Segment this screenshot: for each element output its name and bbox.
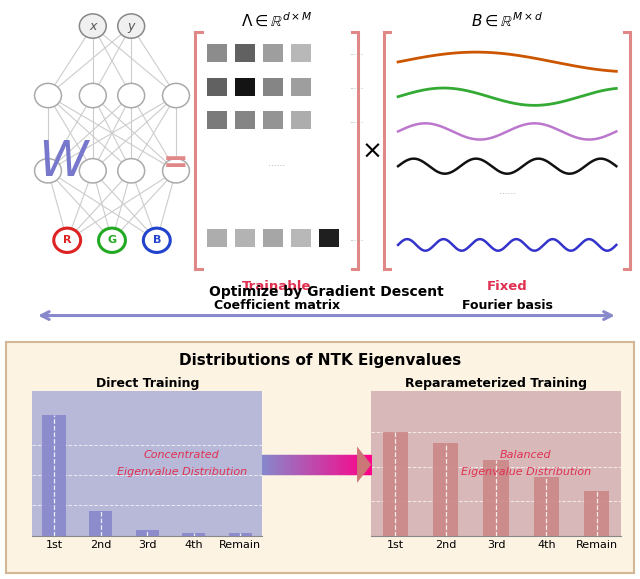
- Circle shape: [118, 83, 145, 108]
- Bar: [291, 78, 311, 96]
- Text: ......: ......: [349, 234, 363, 243]
- Circle shape: [35, 83, 61, 108]
- Text: Coefficient matrix: Coefficient matrix: [214, 299, 340, 312]
- Circle shape: [35, 159, 61, 183]
- Title: Direct Training: Direct Training: [95, 377, 199, 390]
- Bar: [534, 477, 559, 536]
- Bar: [235, 44, 255, 62]
- Text: R: R: [63, 235, 72, 245]
- Bar: [228, 533, 252, 536]
- Text: $W$: $W$: [38, 138, 90, 186]
- Bar: [235, 111, 255, 129]
- Circle shape: [143, 228, 170, 252]
- Text: Distributions of NTK Eigenvalues: Distributions of NTK Eigenvalues: [179, 353, 461, 368]
- Text: Optimize by Gradient Descent: Optimize by Gradient Descent: [209, 285, 444, 299]
- Circle shape: [79, 159, 106, 183]
- Circle shape: [163, 159, 189, 183]
- Polygon shape: [357, 446, 371, 483]
- Text: Fourier basis: Fourier basis: [462, 299, 552, 312]
- Text: Eigenvalue Distribution: Eigenvalue Distribution: [116, 467, 247, 477]
- Text: $\times$: $\times$: [362, 138, 381, 163]
- Bar: [263, 44, 283, 62]
- Bar: [207, 78, 227, 96]
- Text: G: G: [108, 235, 116, 245]
- Text: Eigenvalue Distribution: Eigenvalue Distribution: [461, 467, 591, 477]
- Text: y: y: [127, 20, 135, 32]
- Text: $\Lambda \in \mathbb{R}^{d\times M}$: $\Lambda \in \mathbb{R}^{d\times M}$: [241, 10, 313, 28]
- Title: Reparameterized Training: Reparameterized Training: [405, 377, 587, 390]
- Bar: [207, 229, 227, 247]
- Bar: [483, 460, 509, 536]
- Bar: [42, 415, 66, 536]
- Text: ......: ......: [499, 186, 516, 196]
- Text: =: =: [163, 148, 189, 177]
- Bar: [207, 44, 227, 62]
- Text: x: x: [89, 20, 97, 32]
- Bar: [235, 229, 255, 247]
- Bar: [136, 530, 159, 536]
- Bar: [383, 432, 408, 536]
- Text: $B \in \mathbb{R}^{M\times d}$: $B \in \mathbb{R}^{M\times d}$: [471, 10, 543, 28]
- Bar: [263, 229, 283, 247]
- Bar: [291, 229, 311, 247]
- Bar: [263, 78, 283, 96]
- Circle shape: [79, 14, 106, 38]
- Circle shape: [163, 83, 189, 108]
- Circle shape: [54, 228, 81, 252]
- Bar: [433, 442, 458, 536]
- Bar: [207, 111, 227, 129]
- Bar: [182, 533, 205, 536]
- Text: B: B: [152, 235, 161, 245]
- Circle shape: [99, 228, 125, 252]
- Text: Fixed: Fixed: [487, 280, 527, 292]
- Bar: [291, 111, 311, 129]
- Text: Balanced: Balanced: [500, 449, 552, 460]
- Bar: [235, 78, 255, 96]
- Circle shape: [118, 159, 145, 183]
- Bar: [89, 511, 112, 536]
- Text: ......: ......: [349, 116, 363, 124]
- Text: ......: ......: [349, 49, 363, 57]
- Bar: [319, 229, 339, 247]
- Text: ......: ......: [268, 159, 285, 168]
- Text: Concentrated: Concentrated: [144, 449, 220, 460]
- Circle shape: [79, 83, 106, 108]
- Bar: [584, 491, 609, 536]
- Circle shape: [118, 14, 145, 38]
- Bar: [291, 44, 311, 62]
- Bar: [263, 111, 283, 129]
- Text: ......: ......: [349, 82, 363, 91]
- Text: Trainable: Trainable: [242, 280, 312, 292]
